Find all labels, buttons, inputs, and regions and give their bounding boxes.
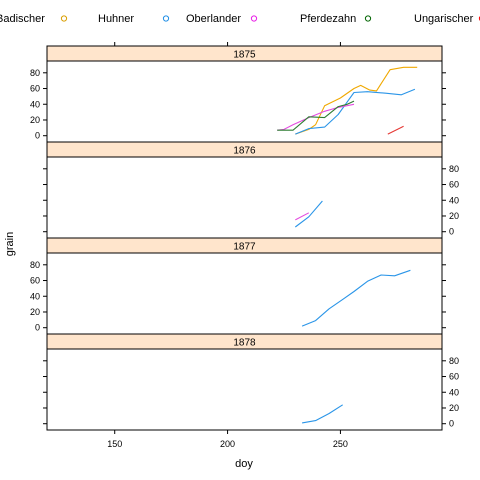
y-tick-label-1875-20: 20 [30,115,40,125]
panel-1878: 1878 0 20 40 60 80 [43,333,459,431]
series-line-oberlander-1876 [295,212,310,221]
panel-box-1878 [46,348,443,431]
legend-marker-badischer [60,15,68,22]
legend: Badischer Huhner Oberlander Pferdezahn Ungar… [0,13,480,25]
x-tick-label-200: 200 [220,439,235,449]
y-tick-label-1876-20: 20 [449,211,459,221]
y-tick-label-1875-80: 80 [30,68,40,78]
y-tick-label-1878-80: 80 [449,356,459,366]
axes: 150 200 250 [107,42,348,449]
strip-label-1878: 1878 [233,338,256,349]
y-tick-label-1878-0: 0 [449,419,454,429]
y-tick-label-1878-20: 20 [449,403,459,413]
legend-label-badischer: Badischer [0,13,45,25]
y-tick-label-1875-40: 40 [30,99,40,109]
y-axis-label: grain [4,232,16,256]
y-tick-label-1878-60: 60 [449,372,459,382]
legend-marker-ungarischer [478,16,480,21]
y-tick-label-1875-0: 0 [35,131,40,141]
legend-marker-pferdezahn [364,15,372,22]
series-line-huhner-1878 [302,404,343,424]
panel-1875: 1875 0 20 40 60 80 [30,45,446,143]
y-tick-label-1876-60: 60 [449,180,459,190]
series-line-ungarischer-1875 [387,125,404,135]
y-tick-label-1878-40: 40 [449,387,459,397]
y-tick-label-1875-60: 60 [30,84,40,94]
y-tick-label-1877-0: 0 [35,323,40,333]
panel-box-1877 [46,252,443,335]
legend-marker-oberlander [250,15,258,22]
panels: 1875020406080187602040608018770204060801… [30,45,459,431]
y-tick-label-1877-20: 20 [30,307,40,317]
panel-1876: 1876 0 20 40 60 80 [43,141,459,239]
series-line-huhner-1876 [294,200,323,228]
y-tick-label-1876-0: 0 [449,227,454,237]
series-line-oberlander-1875 [277,103,355,131]
legend-label-pferdezahn: Pferdezahn [300,13,356,25]
series-line-pferdezahn-1875 [277,100,355,131]
legend-label-oberlander: Oberlander [186,13,241,25]
y-tick-label-1877-60: 60 [30,276,40,286]
panel-box-1876 [46,156,443,239]
x-axis-label: doy [235,458,253,470]
legend-label-huhner: Huhner [98,13,134,25]
series-line-huhner-1877 [301,269,411,327]
strip-label-1875: 1875 [233,50,256,61]
y-tick-label-1877-40: 40 [30,291,40,301]
x-tick-label-150: 150 [107,439,122,449]
series-line-badischer-1875 [295,66,418,135]
y-tick-label-1876-80: 80 [449,164,459,174]
legend-label-ungarischer: Ungarischer [414,13,474,25]
panel-box-1875 [46,60,443,143]
panel-1877: 1877 0 20 40 60 80 [30,237,446,335]
strip-label-1876: 1876 [233,146,256,157]
strip-label-1877: 1877 [233,242,256,253]
y-tick-label-1877-80: 80 [30,260,40,270]
y-tick-label-1876-40: 40 [449,195,459,205]
legend-marker-huhner [162,15,170,22]
series-line-huhner-1875 [295,88,416,135]
x-tick-label-250: 250 [333,439,348,449]
